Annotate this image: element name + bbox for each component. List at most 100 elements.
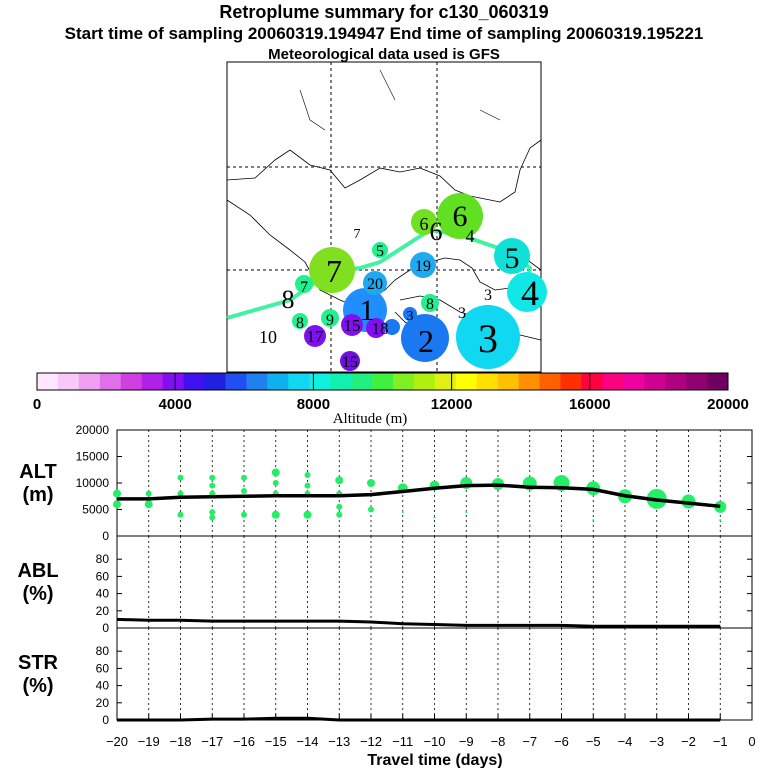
x-tick-label: −11 [392, 734, 413, 749]
colorbar-swatch [707, 373, 729, 390]
map-label: 3 [458, 305, 466, 322]
y-tick-label: 0 [102, 713, 109, 727]
map-marker-20 [363, 271, 387, 295]
map-label: 10 [259, 327, 277, 347]
map-label: 7 [326, 253, 342, 289]
scatter-point [304, 472, 311, 479]
y-tick-label: 15000 [76, 450, 110, 464]
x-tick-label: −1 [713, 734, 728, 749]
x-tick-label: −3 [649, 734, 664, 749]
scatter-point [592, 519, 595, 522]
x-axis-label: Travel time (days) [367, 752, 502, 768]
colorbar-tick-label: 16000 [569, 396, 611, 413]
colorbar-swatch [99, 373, 122, 390]
scatter-point [209, 474, 216, 481]
map-label: 3 [478, 316, 498, 361]
colorbar-swatch [392, 373, 415, 390]
y-tick-label: 0 [102, 529, 109, 543]
colorbar-tick-label: 20000 [707, 396, 749, 413]
colorbar-swatch [497, 373, 520, 390]
map-label: 6 [453, 200, 468, 233]
map-label: 3 [407, 309, 414, 324]
colorbar-swatch [413, 373, 436, 390]
map-marker-16 [340, 351, 360, 371]
y-tick-label: 5000 [82, 503, 109, 517]
y-tick-label: 40 [96, 587, 110, 601]
mean-altitude-line [117, 483, 721, 509]
scatter-point [241, 474, 247, 481]
scatter-point [368, 506, 374, 513]
map-label: 5 [376, 243, 384, 260]
y-tick-label: 60 [96, 569, 110, 583]
colorbar-swatch [686, 373, 708, 390]
map-label: 19 [415, 258, 431, 275]
map-label: 20 [367, 276, 383, 293]
colorbar-swatch [372, 373, 394, 390]
scatter-point [271, 468, 280, 477]
x-tick-label: −12 [360, 734, 382, 749]
colorbar-swatch [225, 373, 247, 390]
x-tick-label: −18 [169, 734, 191, 749]
chart-title: Retroplume summary for c130_060319 [219, 2, 549, 22]
scatter-point [209, 509, 216, 516]
scatter-point [719, 519, 722, 522]
colorbar-swatch [602, 373, 624, 390]
panel-ylabel-unit: (%) [22, 583, 53, 605]
series-line [117, 716, 721, 722]
x-tick-label: −20 [106, 734, 128, 749]
colorbar-swatch [288, 373, 310, 390]
scatter-point [241, 487, 247, 494]
x-tick-label: −14 [296, 734, 318, 749]
coastline [226, 139, 542, 203]
x-axis: −20 −19 −18 −17 −16 −15 −14 −13 −12 −11 −10 −9 −8 −7−… [106, 714, 756, 768]
map-marker-1 [384, 319, 400, 335]
scatter-point [272, 480, 279, 486]
colorbar-swatch [267, 373, 289, 390]
panel-ylabel: ABL [17, 560, 58, 582]
panel-alt: 0 5000 10000 15000 20000 ALT(m) [19, 423, 753, 543]
colorbar-swatch [162, 373, 185, 390]
colorbar-swatch [37, 373, 59, 390]
map-marker-6 [411, 209, 437, 235]
map-label: 3 [484, 287, 492, 304]
colorbar-tick-label: 4000 [159, 396, 192, 413]
map-marker-7 [295, 275, 313, 293]
map-label: 17 [307, 327, 325, 346]
y-tick-label: 0 [102, 621, 109, 635]
scatter-point [177, 511, 184, 518]
map-marker-18 [366, 318, 386, 338]
panel-ylabel: ALT [19, 461, 56, 483]
series-line [116, 617, 721, 628]
x-tick-label: −9 [459, 734, 474, 749]
colorbar-swatch [120, 373, 143, 390]
map-marker-8 [292, 313, 308, 329]
map-label: 15 [342, 354, 358, 371]
scatter-point [113, 500, 121, 509]
colorbar-swatch [455, 373, 478, 390]
map-label: 6 [420, 214, 429, 234]
map-marker-15 [341, 314, 363, 336]
colorbar-swatch [351, 373, 373, 390]
map-marker-3 [403, 307, 417, 321]
colorbar-label: Altitude (m) [333, 411, 408, 427]
scatter-point [336, 511, 343, 518]
colorbar-swatch [560, 373, 582, 390]
x-tick-label: −19 [138, 734, 160, 749]
colorbar-tick-label: 8000 [297, 396, 330, 413]
y-tick-label: 40 [96, 679, 110, 693]
y-tick-label: 80 [96, 644, 110, 658]
y-tick-label: 10000 [76, 476, 110, 490]
scatter-point [528, 524, 531, 527]
x-tick-label: −10 [423, 734, 445, 749]
panel-abl: 0 20 40 60 80 ABL(%) [17, 535, 753, 635]
coastline [226, 199, 542, 307]
scatter-point [497, 524, 499, 527]
scatter-point [401, 511, 404, 514]
map-label: 4 [466, 226, 475, 246]
colorbar-swatch [539, 373, 561, 390]
scatter-point [304, 482, 311, 489]
map-label: 9 [326, 312, 334, 329]
map-label: 2 [418, 323, 434, 359]
scatter-point [303, 510, 312, 519]
